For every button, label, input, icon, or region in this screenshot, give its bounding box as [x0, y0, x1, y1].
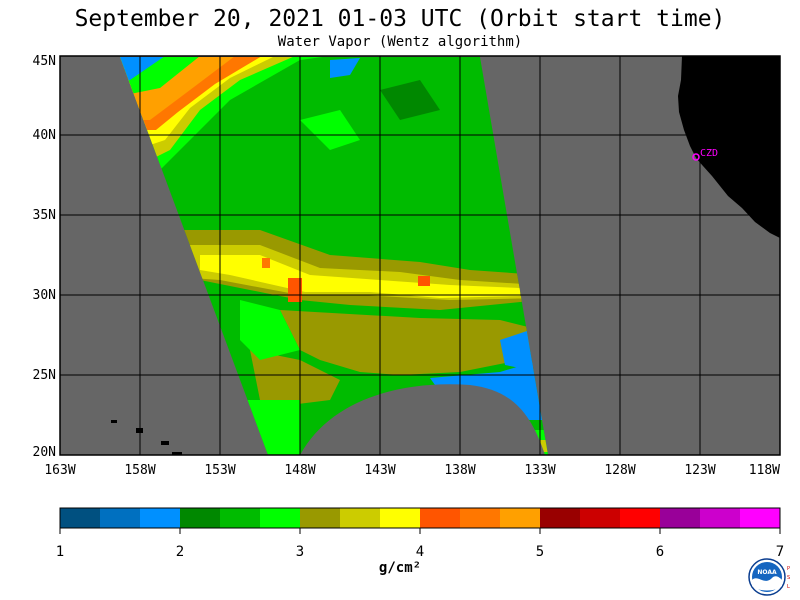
psl-letter: P [787, 566, 790, 572]
colorbar-tick: 1 [56, 544, 64, 560]
lon-label: 163W [44, 463, 75, 478]
station-marker [692, 153, 700, 161]
lon-label: 158W [124, 463, 155, 478]
land-mass [678, 56, 780, 238]
psl-letter: L [787, 584, 790, 590]
colorbar-segment [260, 508, 301, 528]
colorbar-segment [420, 508, 461, 528]
colorbar-segment [60, 508, 101, 528]
colorbar-segment [660, 508, 701, 528]
lon-label: 128W [604, 463, 635, 478]
lat-label: 25N [33, 368, 56, 383]
noaa-logo: NOAA P S L [748, 558, 790, 596]
colorbar-tick: 3 [296, 544, 304, 560]
lon-label: 138W [444, 463, 475, 478]
psl-letter: S [787, 575, 790, 581]
colorbar-segment [540, 508, 581, 528]
noaa-logo-text: NOAA [757, 569, 777, 576]
lon-label: 148W [284, 463, 315, 478]
colorbar [59, 507, 781, 534]
colorbar-tick: 2 [176, 544, 184, 560]
colorbar-segment [460, 508, 501, 528]
colorbar-segment [300, 508, 341, 528]
colorbar-segment [180, 508, 221, 528]
colorbar-segment [620, 508, 661, 528]
lat-label: 30N [33, 288, 56, 303]
swath-gap [300, 384, 545, 455]
lon-label: 153W [204, 463, 235, 478]
colorbar-segment [100, 508, 141, 528]
colorbar-segment [380, 508, 421, 528]
colorbar-tick: 7 [776, 544, 784, 560]
colorbar-segment [140, 508, 181, 528]
latitude-labels: 45N 40N 35N 30N 25N 20N [33, 54, 56, 460]
map-title: September 20, 2021 01-03 UTC (Orbit star… [74, 6, 726, 32]
longitude-labels: 163W 158W 153W 148W 143W 138W 133W 128W … [44, 463, 780, 478]
colorbar-tick: 6 [656, 544, 664, 560]
lat-label: 20N [33, 445, 56, 460]
colorbar-segment [220, 508, 261, 528]
lon-label: 123W [684, 463, 715, 478]
colorbar-segment [740, 508, 781, 528]
colorbar-tick: 4 [416, 544, 424, 560]
station-label: CZD [700, 148, 718, 159]
lat-label: 35N [33, 208, 56, 223]
graticule [60, 56, 780, 455]
lon-label: 133W [524, 463, 555, 478]
colorbar-units: g/cm² [378, 560, 422, 576]
lat-label: 40N [33, 128, 56, 143]
colorbar-tick: 5 [536, 544, 544, 560]
colorbar-segment [500, 508, 541, 528]
lat-label: 45N [33, 54, 56, 69]
map-frame [59, 55, 781, 456]
colorbar-segment [580, 508, 621, 528]
colorbar-tick-labels: 1 2 3 4 5 6 7 [56, 544, 784, 560]
map-subtitle: Water Vapor (Wentz algorithm) [277, 34, 523, 50]
colorbar-segment [340, 508, 381, 528]
lon-label: 143W [364, 463, 395, 478]
lon-label: 118W [749, 463, 780, 478]
colorbar-segment [700, 508, 741, 528]
